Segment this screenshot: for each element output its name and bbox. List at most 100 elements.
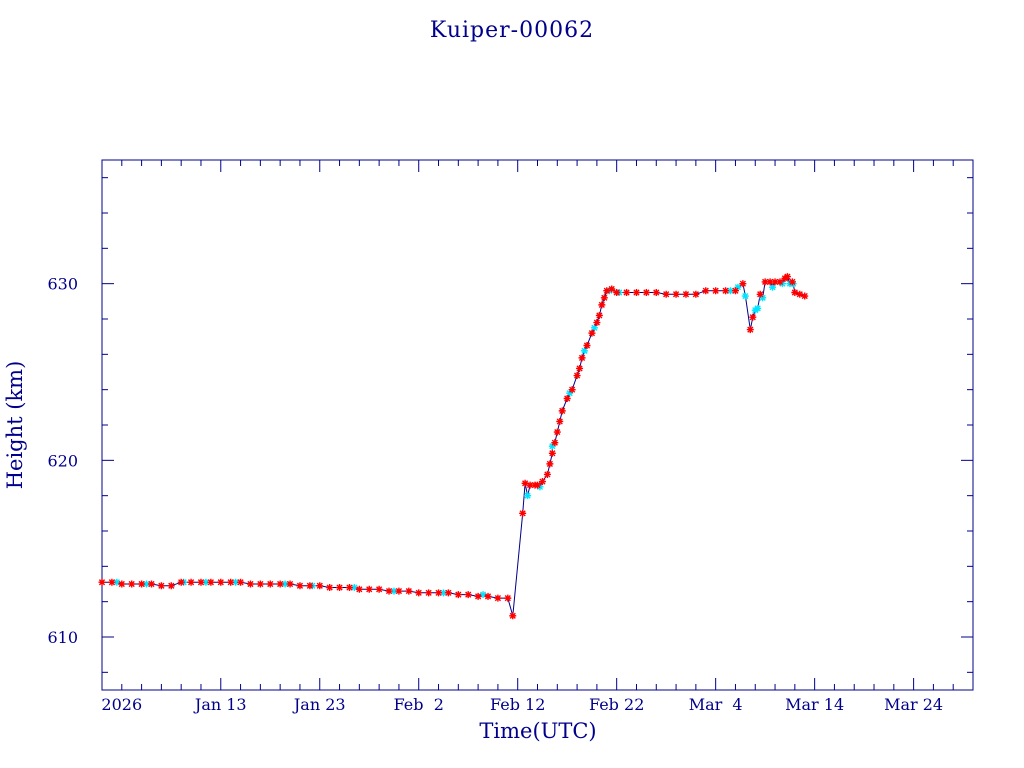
data-point-red bbox=[385, 587, 393, 595]
data-point-red bbox=[474, 592, 482, 600]
data-point-red bbox=[603, 287, 611, 295]
data-point-red bbox=[722, 287, 730, 295]
data-point-red bbox=[756, 290, 764, 298]
data-point-red bbox=[538, 478, 546, 486]
data-point-cyan bbox=[113, 578, 121, 586]
x-tick-label: Jan 23 bbox=[292, 695, 346, 714]
data-point-cyan bbox=[741, 292, 749, 300]
data-point-cyan bbox=[727, 287, 735, 295]
data-point-red bbox=[167, 582, 175, 590]
data-point-red bbox=[306, 582, 314, 590]
data-point-cyan bbox=[734, 283, 742, 291]
data-point-red bbox=[766, 278, 774, 286]
data-point-cyan bbox=[281, 580, 289, 588]
x-tick-label: Mar 24 bbox=[884, 695, 943, 714]
data-point-red bbox=[197, 578, 205, 586]
data-point-cyan bbox=[581, 347, 589, 355]
data-point-red bbox=[731, 287, 739, 295]
data-point-red bbox=[246, 580, 254, 588]
data-point-red bbox=[217, 578, 225, 586]
data-point-red bbox=[593, 319, 601, 327]
data-point-red bbox=[484, 592, 492, 600]
data-point-red bbox=[207, 578, 215, 586]
data-point-red bbox=[556, 417, 564, 425]
data-point-red bbox=[600, 294, 608, 302]
data-point-red bbox=[464, 591, 472, 599]
data-point-red bbox=[652, 289, 660, 296]
data-point-red bbox=[138, 580, 146, 588]
data-point-red bbox=[801, 292, 809, 300]
data-point-red bbox=[504, 594, 512, 602]
data-point-cyan bbox=[548, 442, 556, 450]
data-point-red bbox=[573, 372, 581, 380]
data-point-red bbox=[345, 584, 353, 592]
data-point-red bbox=[771, 278, 779, 286]
data-point-red bbox=[608, 285, 616, 293]
data-point-red bbox=[598, 301, 606, 309]
data-point-red bbox=[783, 273, 791, 281]
data-point-red bbox=[187, 578, 195, 586]
data-point-red bbox=[553, 428, 561, 436]
data-point-cyan bbox=[590, 324, 598, 332]
data-point-red bbox=[237, 578, 245, 586]
data-point-red bbox=[256, 580, 264, 588]
data-point-red bbox=[147, 580, 155, 588]
data-point-red bbox=[776, 278, 784, 286]
data-point-red bbox=[749, 313, 757, 321]
data-point-red bbox=[739, 280, 747, 288]
x-tick-label: 2026 bbox=[101, 695, 142, 714]
data-point-red bbox=[791, 289, 799, 296]
data-point-red bbox=[276, 580, 284, 588]
data-point-red bbox=[692, 290, 700, 298]
y-tick-label: 630 bbox=[47, 275, 78, 294]
x-tick-label: Feb 22 bbox=[589, 695, 644, 714]
data-point-red bbox=[548, 449, 556, 457]
data-point-cyan bbox=[143, 580, 151, 588]
y-tick-label: 610 bbox=[47, 628, 78, 647]
data-point-red bbox=[405, 587, 413, 595]
data-point-cyan bbox=[202, 578, 210, 586]
data-point-red bbox=[157, 582, 165, 590]
data-point-cyan bbox=[769, 283, 777, 291]
series-line-group bbox=[102, 275, 805, 616]
data-point-red bbox=[509, 612, 517, 620]
series-marker-group bbox=[98, 273, 809, 620]
data-point-red bbox=[286, 580, 294, 588]
data-point-red bbox=[761, 278, 769, 286]
data-point-cyan bbox=[524, 492, 532, 500]
data-point-red bbox=[613, 289, 621, 296]
data-point-red bbox=[543, 470, 551, 478]
data-point-cyan bbox=[232, 578, 240, 586]
data-point-red bbox=[568, 386, 576, 394]
data-point-red bbox=[521, 479, 529, 487]
data-point-red bbox=[788, 278, 796, 286]
data-point-red bbox=[326, 584, 334, 592]
data-point-red bbox=[632, 289, 640, 296]
data-point-red bbox=[296, 582, 304, 590]
data-point-cyan bbox=[350, 584, 358, 592]
data-point-red bbox=[415, 589, 423, 597]
data-point-red bbox=[563, 395, 571, 402]
data-point-red bbox=[588, 329, 596, 337]
x-tick-label: Mar 4 bbox=[689, 695, 743, 714]
data-point-red bbox=[454, 591, 462, 599]
data-point-red bbox=[672, 290, 680, 298]
x-axis-title: Time(UTC) bbox=[479, 719, 596, 743]
data-point-red bbox=[576, 364, 584, 372]
data-point-red bbox=[558, 407, 566, 415]
data-point-red bbox=[177, 578, 185, 586]
y-tick-label: 620 bbox=[47, 451, 78, 470]
x-tick-label: Mar 14 bbox=[785, 695, 844, 714]
data-point-red bbox=[336, 584, 344, 592]
plot-frame bbox=[101, 159, 974, 691]
data-point-red bbox=[355, 585, 363, 593]
data-point-red bbox=[266, 580, 274, 588]
data-point-red bbox=[662, 290, 670, 298]
data-point-red bbox=[546, 460, 554, 468]
data-point-red bbox=[578, 354, 586, 362]
data-point-red bbox=[494, 594, 502, 602]
data-point-red bbox=[623, 289, 631, 296]
data-point-red bbox=[796, 290, 804, 298]
data-point-cyan bbox=[479, 591, 487, 599]
data-point-red bbox=[98, 578, 106, 586]
